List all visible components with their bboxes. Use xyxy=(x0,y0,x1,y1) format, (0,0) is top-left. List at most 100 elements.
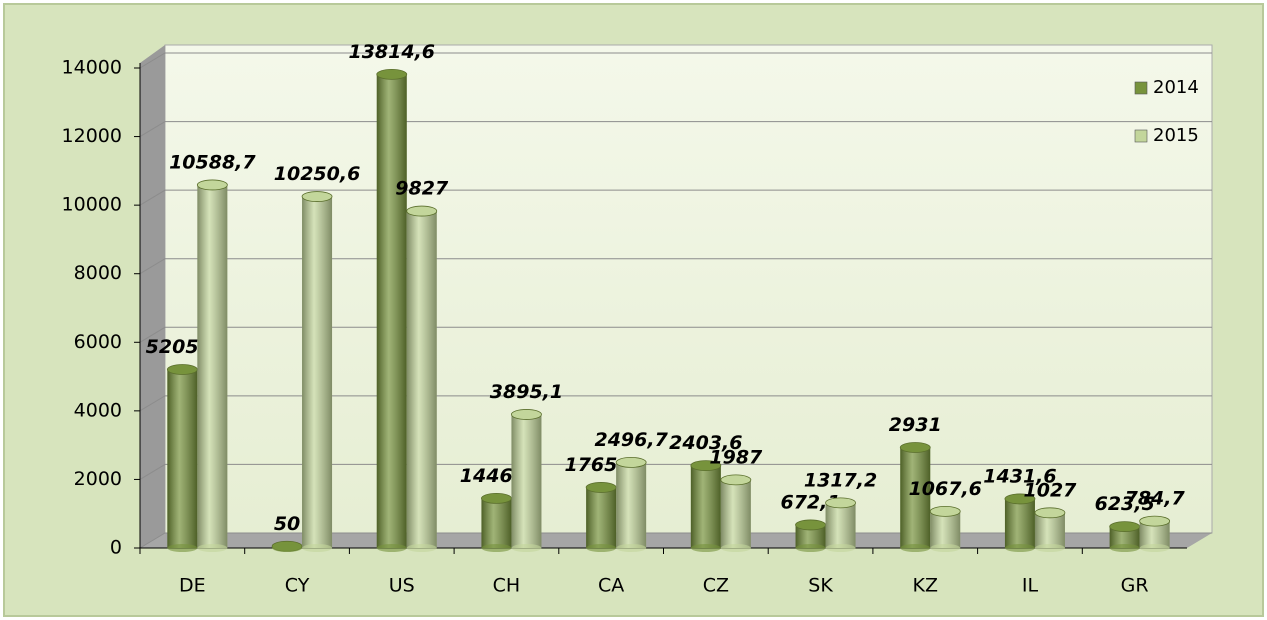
bar-shade xyxy=(930,511,961,548)
bar-shade xyxy=(376,74,407,549)
value-label: 1431,6 xyxy=(983,465,1056,487)
bar-shade xyxy=(302,196,333,549)
value-label: 2496,7 xyxy=(594,429,668,451)
bar-top xyxy=(301,191,333,202)
value-label: 1027 xyxy=(1024,479,1078,501)
bar-shade xyxy=(900,447,931,548)
bar-base xyxy=(825,544,856,552)
bar-base xyxy=(1004,544,1035,552)
grid-line xyxy=(139,326,1212,343)
value-label: 10588,7 xyxy=(169,151,256,173)
x-tick-label: CZ xyxy=(703,575,729,597)
legend-label: 2015 xyxy=(1153,125,1199,146)
value-label: 9827 xyxy=(395,178,449,200)
grid-line xyxy=(139,52,1212,69)
legend-swatch xyxy=(1134,129,1148,143)
bar-top xyxy=(899,442,931,453)
bar-base xyxy=(302,544,333,552)
bar-base xyxy=(930,544,961,552)
bar-top xyxy=(1109,521,1141,533)
value-label: 2403,6 xyxy=(669,432,742,454)
value-label: 13814,6 xyxy=(348,41,435,63)
y-tick-label: 12000 xyxy=(62,125,122,147)
grid-line xyxy=(139,121,1212,138)
bar-top xyxy=(1004,493,1036,505)
bar-top xyxy=(196,179,228,191)
bar-base xyxy=(720,544,751,552)
value-label: 10250,6 xyxy=(274,163,361,185)
y-tick-label: 8000 xyxy=(74,262,122,284)
bar-base xyxy=(795,544,826,552)
bar-shade xyxy=(197,184,228,548)
bar-shade xyxy=(511,414,542,548)
bar-base xyxy=(1034,544,1065,552)
bar-top xyxy=(615,456,647,468)
bar-shade xyxy=(481,498,512,548)
bar-shade xyxy=(1004,498,1035,548)
grid-line xyxy=(139,395,1212,412)
bar-shade xyxy=(406,211,437,548)
bar-shade xyxy=(1109,526,1140,548)
x-tick-label: IL xyxy=(1022,575,1039,597)
bar-base xyxy=(900,544,931,552)
bar-top xyxy=(929,505,961,517)
x-tick-label: US xyxy=(389,575,415,597)
bar-top xyxy=(720,474,752,486)
bar-top xyxy=(481,492,512,504)
value-label: 1317,2 xyxy=(804,469,877,491)
grid-line xyxy=(139,532,1212,549)
bar-top xyxy=(166,364,198,375)
value-label: 1987 xyxy=(709,446,763,468)
bar-base xyxy=(1139,544,1170,552)
bar-top xyxy=(690,460,722,471)
x-tick-label: DE xyxy=(179,575,206,597)
bar-base xyxy=(690,544,721,552)
y-tick-label: 14000 xyxy=(62,57,122,79)
bar-shade xyxy=(690,465,721,548)
bar-base xyxy=(376,544,407,552)
bar-top xyxy=(406,205,438,217)
bar-shade xyxy=(586,487,617,548)
bar-shade xyxy=(167,369,198,548)
y-tick-label: 10000 xyxy=(62,194,122,216)
bar-base xyxy=(197,544,228,552)
bar-shade xyxy=(825,502,856,548)
grid-line xyxy=(139,258,1212,275)
bar-base xyxy=(1109,544,1140,552)
grid-line xyxy=(139,189,1212,206)
bar-base xyxy=(272,544,303,552)
y-tick-label: 6000 xyxy=(74,331,122,353)
legend-label: 2014 xyxy=(1153,77,1199,98)
bar-base xyxy=(481,544,512,552)
value-label: 3895,1 xyxy=(490,381,563,403)
bar-top xyxy=(825,497,856,509)
bar-top xyxy=(1139,515,1171,527)
bar-top xyxy=(376,68,408,80)
grid-line xyxy=(139,463,1212,480)
value-label: 623,5 xyxy=(1095,493,1155,515)
bar-base xyxy=(406,544,437,552)
x-tick-label: KZ xyxy=(913,575,938,597)
bar-shade xyxy=(1034,512,1065,548)
x-tick-label: SK xyxy=(808,575,833,597)
bar-top xyxy=(585,482,617,493)
bar-top xyxy=(511,409,542,420)
value-label: 2931 xyxy=(889,414,942,436)
bar-shade xyxy=(720,479,751,548)
x-tick-label: GR xyxy=(1121,575,1149,597)
bar-shade xyxy=(795,524,826,548)
legend-swatch xyxy=(1134,81,1148,95)
y-tick-label: 2000 xyxy=(74,468,122,490)
y-tick-label: 4000 xyxy=(74,399,122,421)
bar-top xyxy=(1034,507,1066,519)
side-wall xyxy=(140,45,165,548)
bar-base xyxy=(511,544,542,552)
x-tick-label: CA xyxy=(598,575,624,597)
bar-base xyxy=(586,544,617,552)
value-label: 50 xyxy=(274,513,300,535)
bar-shade xyxy=(616,462,647,548)
bar-base xyxy=(167,544,198,552)
bar-top xyxy=(795,519,826,531)
y-tick-label: 0 xyxy=(110,537,122,559)
